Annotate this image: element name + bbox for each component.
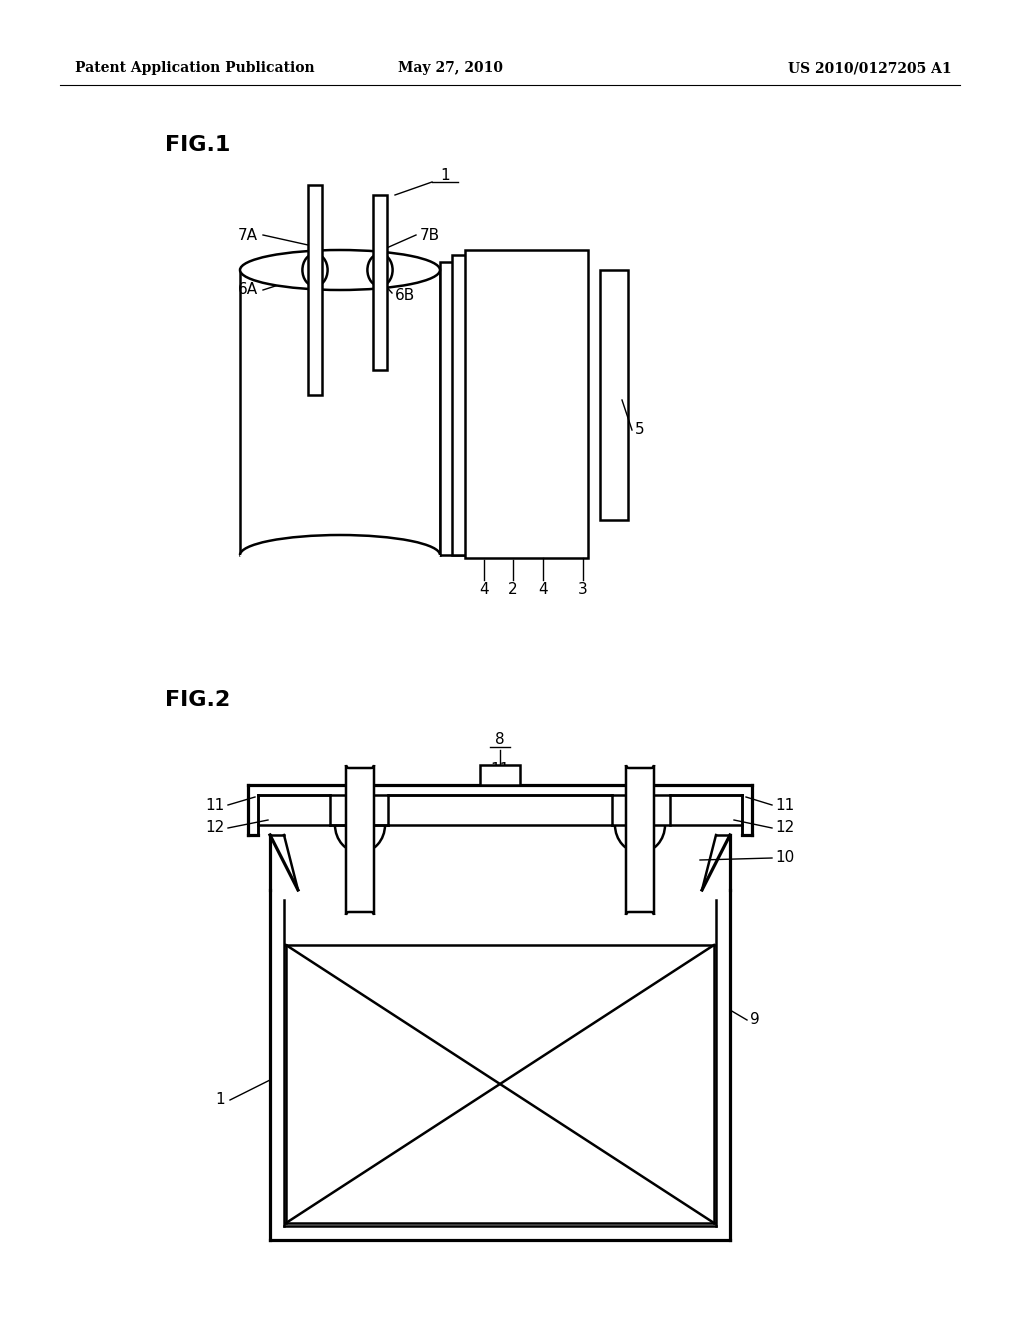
Bar	[452, 255, 575, 554]
Bar	[308, 185, 322, 395]
Text: 6A: 6A	[238, 282, 258, 297]
Text: FIG.2: FIG.2	[165, 690, 230, 710]
Text: 11: 11	[775, 797, 795, 813]
Text: 8: 8	[496, 733, 505, 747]
Text: FIG.1: FIG.1	[165, 135, 230, 154]
Bar	[440, 261, 560, 554]
Text: 7B: 7B	[420, 227, 440, 243]
Ellipse shape	[368, 253, 392, 286]
Bar	[373, 195, 387, 370]
Ellipse shape	[240, 249, 440, 290]
Text: 11: 11	[206, 797, 225, 813]
Text: 10: 10	[775, 850, 795, 866]
Text: 7A: 7A	[238, 227, 258, 243]
Ellipse shape	[302, 253, 328, 286]
Bar	[600, 271, 628, 520]
Text: 4: 4	[479, 582, 488, 598]
Text: May 27, 2010: May 27, 2010	[397, 61, 503, 75]
Text: 12: 12	[775, 821, 795, 836]
Text: 1: 1	[215, 1093, 224, 1107]
Text: 12: 12	[206, 821, 225, 836]
FancyBboxPatch shape	[346, 766, 374, 915]
Text: 5: 5	[635, 422, 645, 437]
Text: US 2010/0127205 A1: US 2010/0127205 A1	[788, 61, 952, 75]
Bar	[480, 766, 520, 785]
Text: 2: 2	[508, 582, 518, 598]
Bar	[465, 249, 588, 558]
Ellipse shape	[240, 535, 440, 576]
Text: 1: 1	[440, 168, 450, 182]
Text: 9: 9	[750, 1012, 760, 1027]
Text: 3: 3	[579, 582, 588, 598]
Text: 4: 4	[539, 582, 548, 598]
Text: Patent Application Publication: Patent Application Publication	[75, 61, 314, 75]
FancyBboxPatch shape	[626, 766, 654, 915]
Text: 6B: 6B	[395, 288, 416, 302]
Text: 11: 11	[490, 763, 510, 777]
